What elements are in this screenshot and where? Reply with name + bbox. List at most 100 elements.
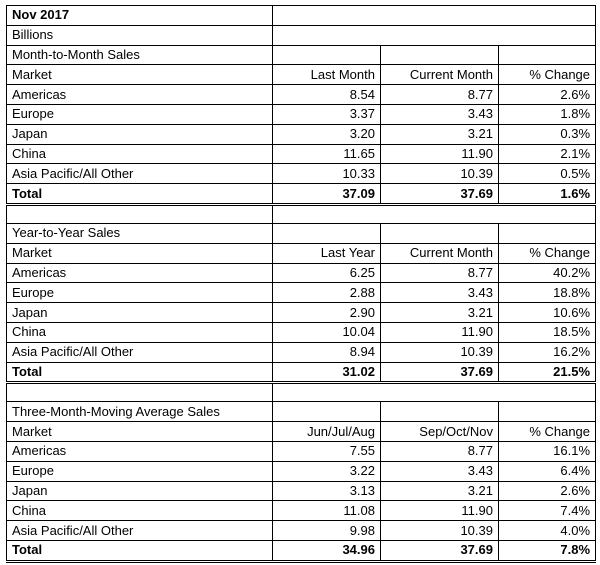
value-cell: 11.90	[380, 143, 499, 165]
total-value: 21.5%	[497, 361, 597, 385]
empty-cell	[272, 222, 381, 244]
empty-cell	[497, 44, 597, 66]
total-label: Total	[6, 361, 273, 385]
empty-cell	[6, 382, 273, 403]
value-cell: 40.2%	[497, 262, 597, 284]
market-cell: Europe	[6, 103, 273, 125]
total-value: 37.09	[272, 183, 381, 206]
data-row: Europe 3.22 3.43 6.4%	[6, 460, 597, 482]
section-title: Year-to-Year Sales	[6, 222, 273, 244]
value-cell: 6.4%	[497, 460, 597, 482]
value-cell: 11.65	[272, 143, 381, 165]
section-title: Three-Month-Moving Average Sales	[6, 401, 273, 423]
total-value: 1.6%	[497, 183, 597, 206]
section-title: Month-to-Month Sales	[6, 44, 273, 66]
title-row: Nov 2017	[6, 5, 597, 26]
market-cell: Asia Pacific/All Other	[6, 341, 273, 363]
market-cell: China	[6, 321, 273, 343]
value-cell: 16.1%	[497, 440, 597, 462]
empty-cell	[271, 382, 597, 403]
value-cell: 16.2%	[497, 341, 597, 363]
value-cell: 3.43	[380, 460, 499, 482]
data-row: Japan 2.90 3.21 10.6%	[6, 302, 597, 323]
value-cell: 2.1%	[497, 143, 597, 165]
value-cell: 3.13	[272, 480, 381, 502]
units-row: Billions	[6, 24, 597, 46]
value-cell: 10.33	[272, 163, 381, 185]
market-cell: Americas	[6, 84, 273, 105]
column-header: % Change	[497, 421, 597, 442]
data-row: China 11.08 11.90 7.4%	[6, 500, 597, 522]
column-header: Sep/Oct/Nov	[380, 421, 499, 442]
value-cell: 18.5%	[497, 321, 597, 343]
total-value: 31.02	[272, 361, 381, 385]
market-cell: Asia Pacific/All Other	[6, 520, 273, 541]
column-header: Market	[6, 242, 273, 264]
column-header-row: Market Last Month Current Month% Change	[6, 64, 597, 86]
value-cell: 7.4%	[497, 500, 597, 522]
data-row: Asia Pacific/All Other 10.33 10.39 0.5%	[6, 163, 597, 185]
value-cell: 3.43	[380, 103, 499, 125]
column-header: Current Month	[380, 242, 499, 264]
total-row: Total 31.02 37.69 21.5%	[6, 361, 597, 385]
value-cell: 8.77	[380, 262, 499, 284]
value-cell: 9.98	[272, 520, 381, 541]
value-cell: 11.08	[272, 500, 381, 522]
column-header: % Change	[497, 64, 597, 86]
value-cell: 2.6%	[497, 480, 597, 502]
data-row: Americas 7.55 8.77 16.1%	[6, 440, 597, 462]
value-cell: 11.90	[380, 321, 499, 343]
value-cell: 3.21	[380, 123, 499, 145]
market-cell: Japan	[6, 480, 273, 502]
market-cell: Japan	[6, 123, 273, 145]
value-cell: 10.39	[380, 163, 499, 185]
column-header: % Change	[497, 242, 597, 264]
section-title-row: Three-Month-Moving Average Sales	[6, 401, 597, 423]
empty-cell	[380, 401, 499, 423]
data-row: Japan 3.13 3.21 2.6%	[6, 480, 597, 502]
column-header-row: Market Jun/Jul/Aug Sep/Oct/Nov% Change	[6, 421, 597, 442]
empty-cell	[272, 44, 381, 66]
spacer-row	[6, 203, 597, 224]
market-cell: Asia Pacific/All Other	[6, 163, 273, 185]
total-value: 37.69	[380, 183, 499, 206]
value-cell: 8.94	[272, 341, 381, 363]
empty-cell	[497, 401, 597, 423]
total-value: 7.8%	[497, 539, 597, 563]
empty-cell	[271, 24, 597, 46]
total-value: 37.69	[380, 539, 499, 563]
column-header-row: Market Last Year Current Month% Change	[6, 242, 597, 264]
value-cell: 0.3%	[497, 123, 597, 145]
market-cell: China	[6, 500, 273, 522]
value-cell: 2.90	[272, 302, 381, 323]
value-cell: 3.21	[380, 302, 499, 323]
market-cell: Japan	[6, 302, 273, 323]
sales-table: Nov 2017 Billions Month-to-Month Sales Mark…	[6, 5, 597, 563]
total-row: Total 37.09 37.69 1.6%	[6, 183, 597, 206]
section-title-row: Month-to-Month Sales	[6, 44, 597, 66]
market-cell: Europe	[6, 282, 273, 304]
market-cell: Europe	[6, 460, 273, 482]
value-cell: 0.5%	[497, 163, 597, 185]
empty-cell	[272, 401, 381, 423]
data-row: Europe 3.37 3.43 1.8%	[6, 103, 597, 125]
total-row: Total 34.96 37.69 7.8%	[6, 539, 597, 563]
market-cell: Americas	[6, 262, 273, 284]
value-cell: 4.0%	[497, 520, 597, 541]
market-cell: Americas	[6, 440, 273, 462]
total-value: 34.96	[272, 539, 381, 563]
value-cell: 7.55	[272, 440, 381, 462]
value-cell: 3.37	[272, 103, 381, 125]
column-header: Jun/Jul/Aug	[272, 421, 381, 442]
data-row: Europe 2.88 3.43 18.8%	[6, 282, 597, 304]
empty-cell	[380, 44, 499, 66]
report-title: Nov 2017	[6, 5, 273, 26]
empty-cell	[380, 222, 499, 244]
value-cell: 8.77	[380, 84, 499, 105]
empty-cell	[6, 203, 273, 224]
empty-cell	[271, 5, 597, 26]
value-cell: 1.8%	[497, 103, 597, 125]
total-label: Total	[6, 183, 273, 206]
value-cell: 3.22	[272, 460, 381, 482]
